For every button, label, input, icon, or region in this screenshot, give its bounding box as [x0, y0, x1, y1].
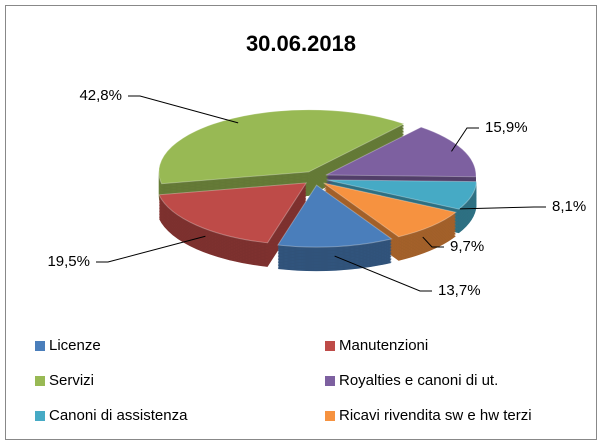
legend-label: Ricavi rivendita sw e hw terzi: [339, 407, 532, 424]
leader-line: [422, 236, 444, 248]
legend-label: Servizi: [49, 372, 94, 389]
legend-label: Royalties e canoni di ut.: [339, 372, 498, 389]
pie-slice: [276, 184, 393, 248]
leader-line: [128, 95, 239, 124]
leader-line: [451, 127, 479, 152]
data-label: 8,1%: [552, 198, 586, 215]
data-label: 9,7%: [450, 238, 484, 255]
pie-slice: [323, 182, 458, 238]
legend-label: Manutenzioni: [339, 337, 428, 354]
legend-label: Licenze: [49, 337, 101, 354]
pie-slice: [158, 182, 308, 244]
leader-line: [334, 255, 432, 292]
pie-slice: [325, 126, 477, 178]
legend-swatch: [35, 376, 45, 386]
data-label: 42,8%: [79, 87, 122, 104]
legend-swatch: [35, 411, 45, 421]
legend-swatch: [35, 341, 45, 351]
leader-line: [96, 235, 206, 263]
chart-title: 30.06.2018: [246, 31, 356, 56]
data-label: 15,9%: [485, 119, 528, 136]
data-label: 13,7%: [438, 282, 481, 299]
legend-label: Canoni di assistenza: [49, 407, 188, 424]
legend-swatch: [325, 341, 335, 351]
leader-line: [459, 206, 546, 210]
pie-slice: [326, 179, 478, 210]
pie-slice: [158, 109, 406, 185]
legend-swatch: [325, 411, 335, 421]
data-label: 19,5%: [47, 253, 90, 270]
legend-swatch: [325, 376, 335, 386]
